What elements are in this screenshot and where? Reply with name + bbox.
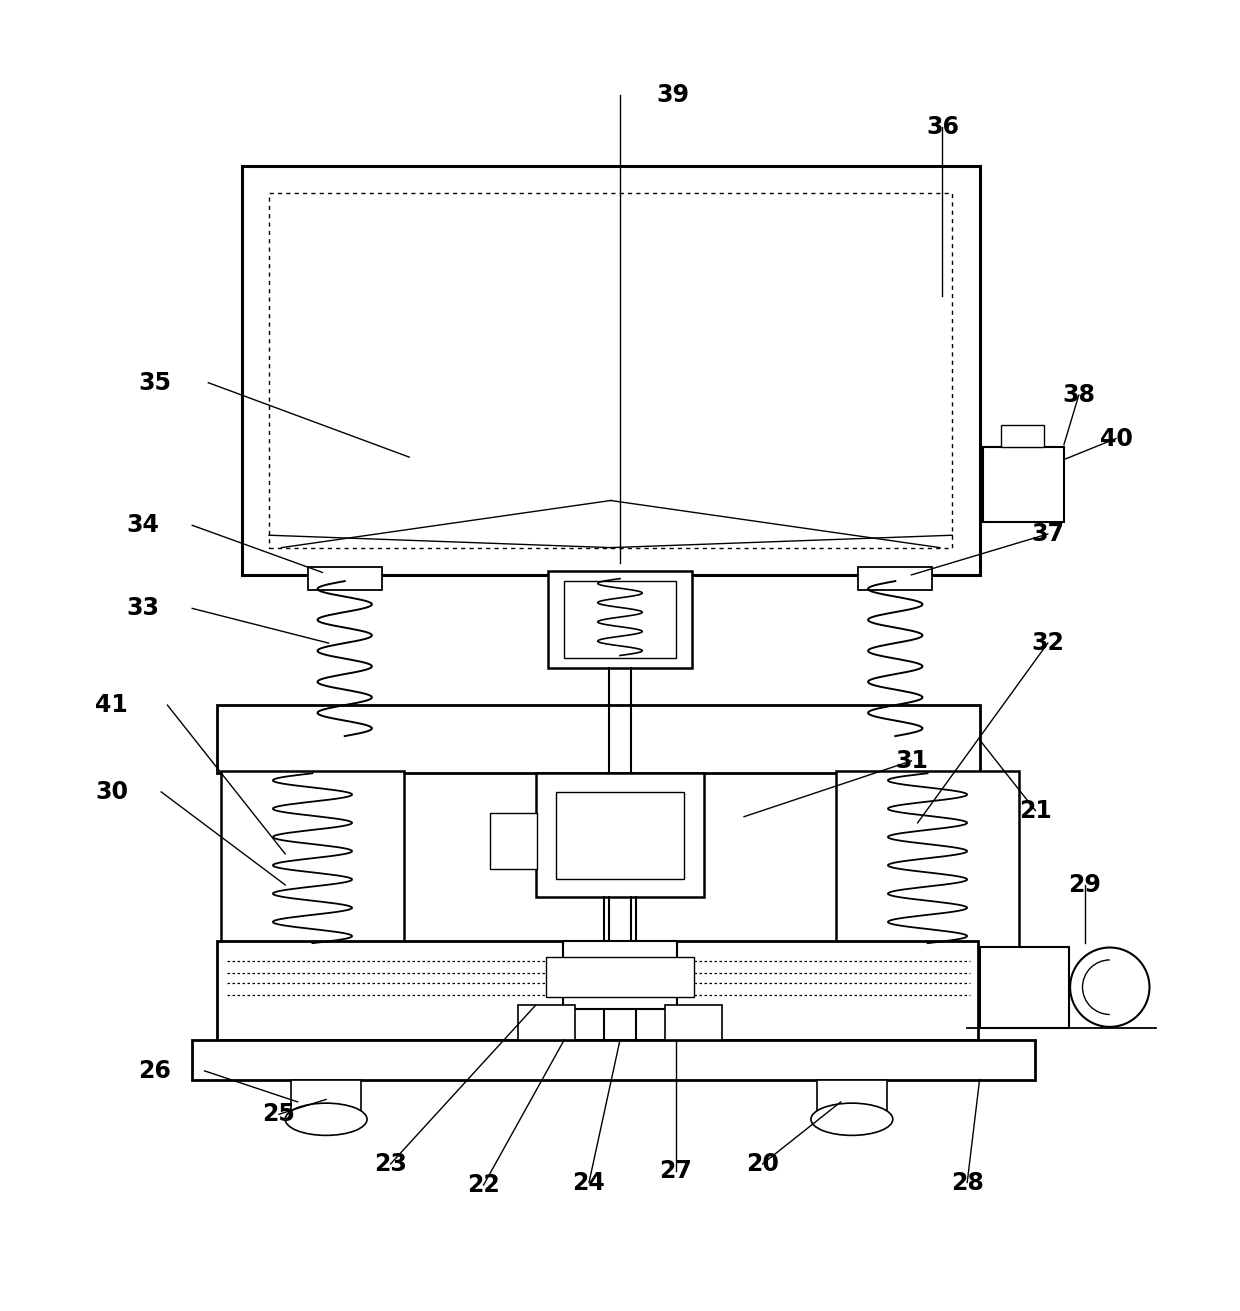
Text: 21: 21	[1019, 798, 1052, 822]
Bar	[564, 581, 676, 658]
Bar	[665, 1006, 722, 1040]
Bar	[192, 1040, 1035, 1079]
Text: 22: 22	[467, 1173, 500, 1197]
Text: 38: 38	[1063, 383, 1095, 408]
Text: 33: 33	[126, 597, 159, 620]
Bar	[269, 193, 952, 548]
Bar	[1001, 425, 1044, 447]
Text: 32: 32	[1032, 631, 1064, 656]
Bar	[490, 813, 537, 869]
Text: 28: 28	[951, 1171, 983, 1194]
Bar	[836, 771, 1019, 947]
Text: 30: 30	[95, 780, 128, 804]
Bar	[980, 947, 1069, 1028]
Bar	[308, 568, 382, 590]
Bar	[546, 957, 694, 996]
Text: 39: 39	[657, 83, 689, 108]
Bar	[518, 1006, 575, 1040]
Text: 40: 40	[1100, 426, 1132, 451]
Bar	[242, 165, 980, 576]
Text: 35: 35	[139, 371, 171, 395]
Text: 37: 37	[1032, 522, 1064, 545]
Bar	[217, 941, 978, 1040]
Bar	[983, 447, 1064, 522]
Bar	[536, 773, 704, 897]
Ellipse shape	[811, 1103, 893, 1135]
Bar	[556, 792, 684, 878]
Bar	[221, 771, 404, 947]
Text: 20: 20	[746, 1152, 779, 1176]
Bar	[817, 1079, 887, 1120]
Bar	[858, 568, 932, 590]
Text: 26: 26	[139, 1059, 171, 1083]
Text: 29: 29	[1069, 873, 1101, 897]
Bar	[291, 1079, 361, 1120]
Ellipse shape	[285, 1103, 367, 1135]
Text: 36: 36	[926, 115, 959, 139]
Text: 24: 24	[573, 1171, 605, 1194]
Text: 23: 23	[374, 1152, 407, 1176]
Bar	[563, 941, 677, 1009]
Bar	[217, 705, 980, 773]
Text: 41: 41	[95, 694, 128, 717]
Text: 34: 34	[126, 514, 159, 538]
Bar	[548, 572, 692, 667]
Text: 25: 25	[263, 1103, 295, 1126]
Text: 27: 27	[660, 1159, 692, 1184]
Circle shape	[1070, 948, 1149, 1027]
Text: 31: 31	[895, 749, 928, 773]
